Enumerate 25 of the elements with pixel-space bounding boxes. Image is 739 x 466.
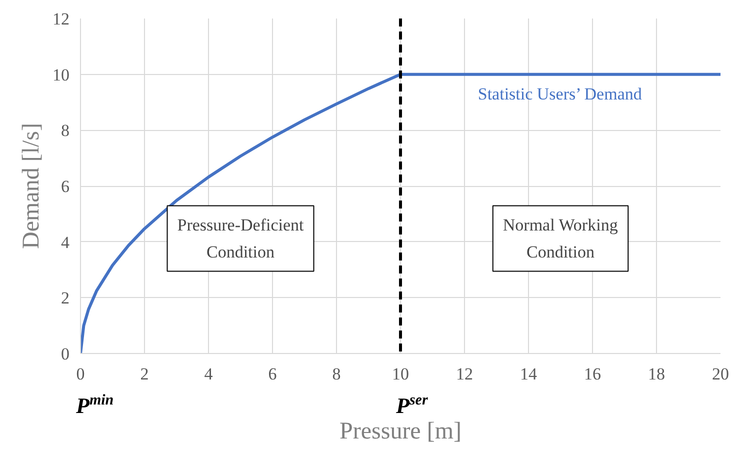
series-label: Statistic Users’ Demand [478,84,642,104]
x-tick-label: 18 [648,364,665,384]
x-tick-label: 4 [204,364,214,384]
y-tick-label: 12 [52,10,70,28]
x-tick-label: 6 [268,364,277,384]
x-tick-label: 10 [392,364,409,384]
annotation: Pressure-Deficient Condition [177,216,304,262]
annotation: Normal Working Condition [502,216,618,262]
x-tick-label: 8 [332,364,341,384]
y-tick-label: 8 [61,121,70,140]
y-tick-label: 6 [61,177,70,196]
x-tick-label: 20 [712,364,729,384]
x-tick-label: 16 [584,364,601,384]
annotation: P$^{min}$ [76,392,114,420]
y-tick-label: 4 [61,232,70,252]
x-tick-label: 0 [76,364,85,384]
ref-line-label: P$^{ser}$ [396,392,428,418]
y-axis-title: Demand [l/s] [18,123,44,249]
x-axis-title: Pressure [m] [340,418,462,444]
x-tick-label: 2 [140,364,149,384]
y-tick-label: 2 [61,288,70,308]
y-tick-label: 10 [52,65,70,84]
x-tick-label: 12 [456,364,473,384]
y-tick-label: 0 [61,344,70,364]
x-tick-label: 14 [520,364,538,384]
